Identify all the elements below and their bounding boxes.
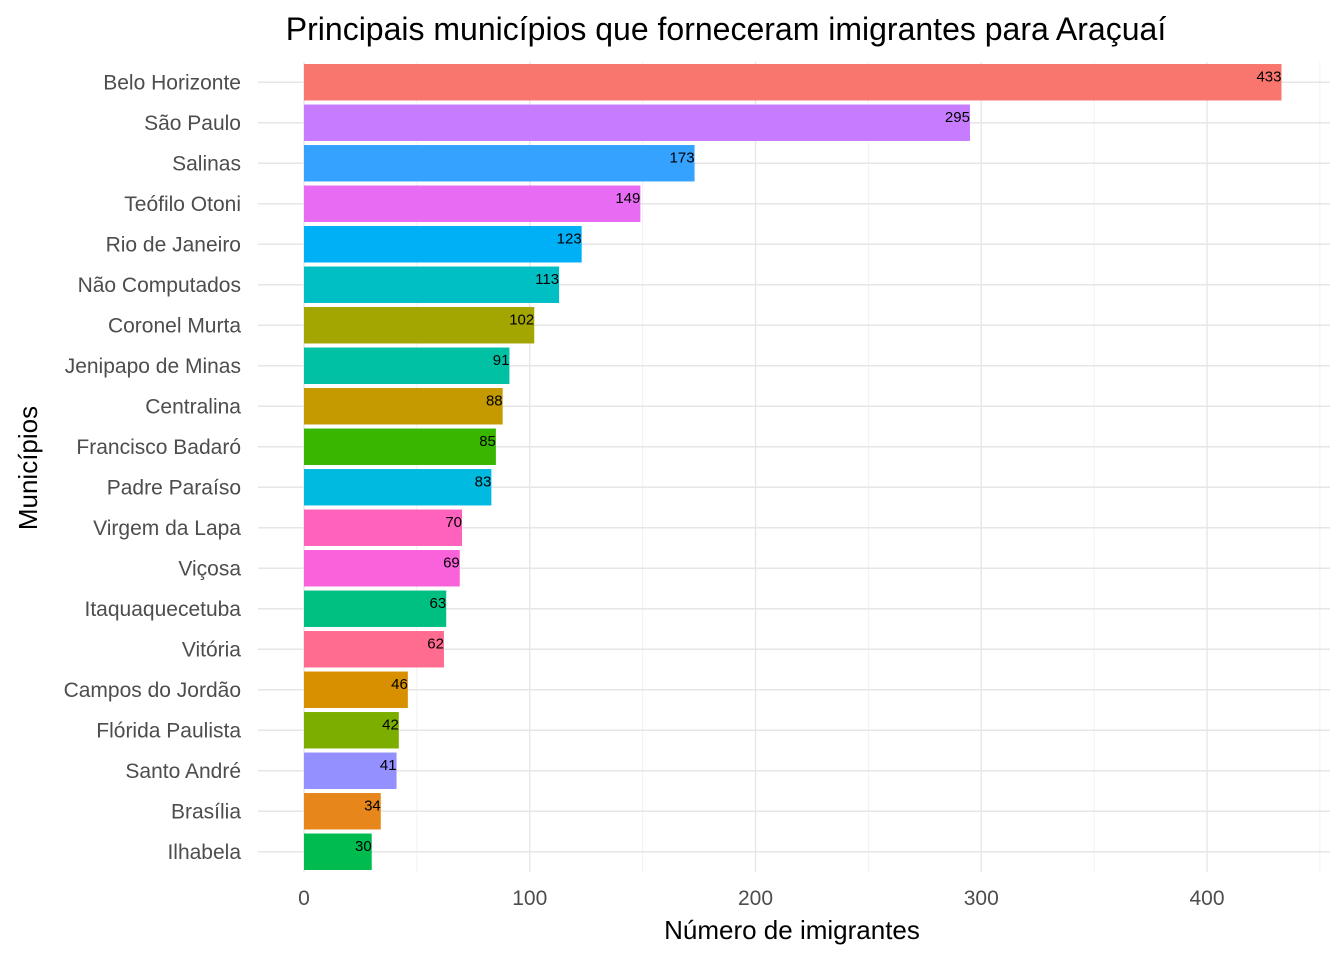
data-label: 295 [945,109,970,126]
bar [304,347,510,384]
bar [304,226,582,263]
bar [304,307,535,344]
y-tick-label: Viçosa [178,557,241,580]
data-label: 69 [443,554,460,571]
y-tick-label: Brasília [171,800,241,823]
y-tick-label: Vitória [182,638,241,661]
y-tick-label: Rio de Janeiro [106,233,241,256]
y-tick-label: Jenipapo de Minas [65,355,241,378]
y-tick-label: Belo Horizonte [103,71,241,94]
x-tick-label: 100 [512,887,547,910]
y-tick-label: Flórida Paulista [96,719,241,742]
bar [304,752,397,789]
bar [304,145,695,182]
y-tick-label: Virgem da Lapa [93,517,241,540]
bar [304,469,492,506]
data-label: 113 [535,271,559,288]
data-label: 149 [615,190,640,207]
bar [304,64,1282,101]
data-label: 46 [391,676,408,693]
bar [304,509,463,546]
y-tick-label: Teófilo Otoni [124,193,241,216]
data-label: 34 [364,797,381,814]
bar [304,833,372,870]
bar [304,428,496,465]
x-tick-label: 400 [1189,887,1224,910]
y-tick-label: Padre Paraíso [107,476,241,499]
bars [304,64,1282,870]
data-label: 85 [479,433,496,450]
x-tick-label: 300 [964,887,999,910]
x-axis-tick-labels: 0 100 200 300 400 [298,887,1224,910]
data-label: 173 [670,149,695,166]
chart-title: Principais municípios que forneceram imi… [286,11,1167,47]
y-tick-label: Não Computados [78,274,241,297]
data-label: 42 [382,716,399,733]
data-labels: 433 295 173 149 123 113 102 91 88 85 83 70 69 63 62 46 4… [355,68,1281,855]
data-label: 63 [430,595,447,612]
bar [304,266,560,303]
y-tick-label: São Paulo [144,112,241,135]
y-tick-label: Salinas [172,152,241,175]
y-tick-label: Coronel Murta [108,314,241,337]
bar [304,712,399,749]
data-label: 91 [493,352,510,369]
x-tick-label: 200 [738,887,773,910]
bar [304,104,970,141]
y-tick-label: Santo André [125,760,241,783]
bar [304,671,408,708]
data-label: 102 [509,311,534,328]
bar [304,185,641,222]
y-tick-label: Ilhabela [167,841,241,864]
data-label: 88 [486,392,503,409]
y-tick-label: Francisco Badaró [76,436,241,459]
y-axis-title: Municípios [13,406,43,530]
bar [304,631,444,668]
gridlines [258,62,1330,872]
y-tick-label: Centralina [145,395,241,418]
data-label: 41 [380,757,397,774]
data-label: 433 [1256,68,1281,85]
y-axis-tick-labels: Belo Horizonte São Paulo Salinas Teófilo Ot… [64,71,242,864]
data-label: 70 [445,514,462,531]
data-label: 30 [355,838,372,855]
y-tick-label: Campos do Jordão [64,679,241,702]
data-label: 62 [427,635,444,652]
x-axis-title: Número de imigrantes [664,915,920,945]
data-label: 83 [475,473,492,490]
x-tick-label: 0 [298,887,310,910]
bar [304,388,503,425]
bar [304,550,460,587]
bar [304,590,447,627]
bar [304,793,381,830]
data-label: 123 [557,230,582,247]
y-tick-label: Itaquaquecetuba [85,598,242,621]
